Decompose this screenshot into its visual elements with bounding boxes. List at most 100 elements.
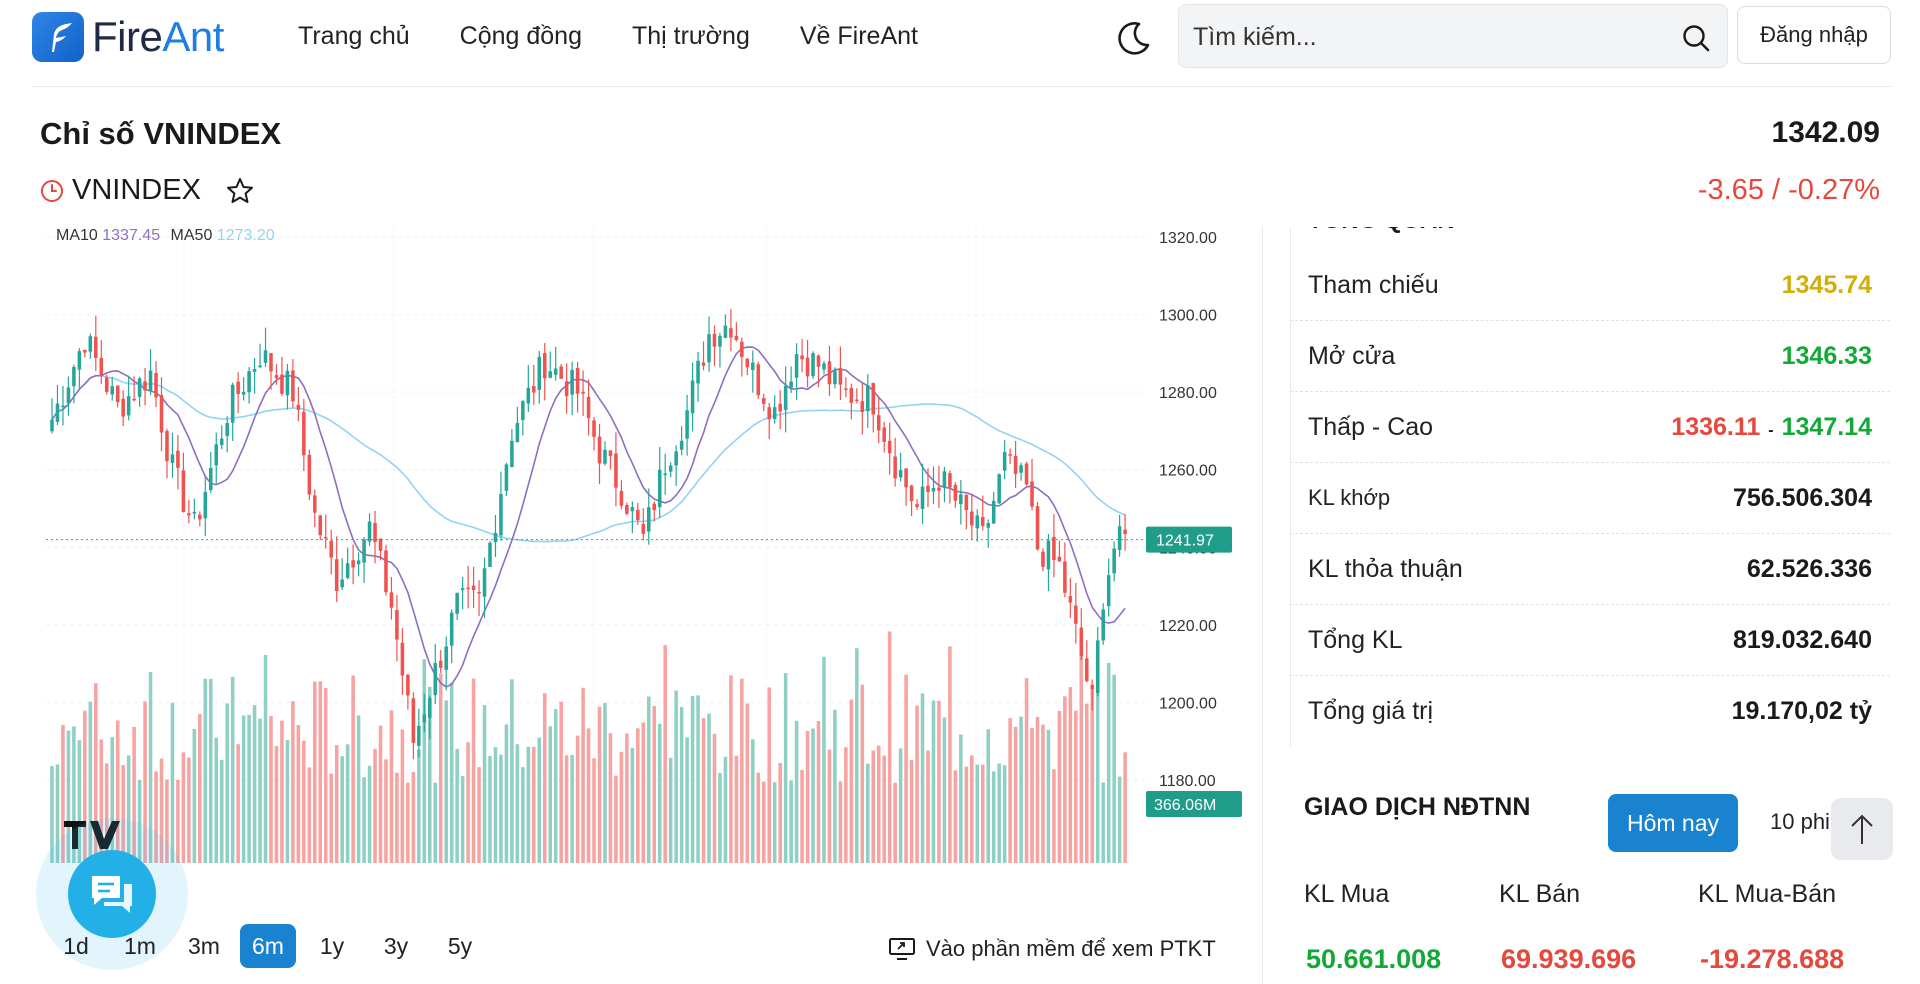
tradingview-logo-icon xyxy=(64,821,120,849)
volume-bar xyxy=(931,700,936,863)
candle-body xyxy=(471,585,476,590)
volume-bar xyxy=(1063,696,1067,863)
candle-body xyxy=(345,563,350,578)
volume-bar xyxy=(882,755,886,863)
deal-volume-value: 62.526.336 xyxy=(1746,554,1872,583)
volume-bar xyxy=(313,681,317,863)
volume-bar xyxy=(970,755,974,863)
scroll-to-top-button[interactable] xyxy=(1831,798,1893,860)
range-1m-button[interactable]: 1m xyxy=(112,924,168,968)
candle-body xyxy=(466,587,470,590)
volume-bar xyxy=(723,756,728,863)
candle-body xyxy=(811,353,815,377)
volume-bar xyxy=(225,703,229,863)
candle-body xyxy=(1035,506,1040,550)
volume-bar xyxy=(942,717,947,863)
volume-bar xyxy=(1057,710,1062,863)
today-tab-button[interactable]: Hôm nay xyxy=(1608,794,1738,852)
nav-market[interactable]: Thị trường xyxy=(631,22,750,50)
volume-bar xyxy=(619,751,624,863)
volume-bar xyxy=(1002,765,1007,863)
volume-bar xyxy=(767,687,772,863)
volume-bar xyxy=(148,672,153,863)
candle-body xyxy=(219,438,224,445)
candle-body xyxy=(285,370,290,396)
row-total-value: Tổng giá trị 19.170,02 tỷ xyxy=(1290,676,1890,747)
volume-bar xyxy=(323,687,328,863)
fireant-logo[interactable]: FireAnt xyxy=(32,12,224,62)
candle-body xyxy=(438,660,443,668)
candle-body xyxy=(712,333,717,347)
volume-bar xyxy=(427,686,432,863)
page-title: Chỉ số VNINDEX xyxy=(40,116,282,151)
nav-home[interactable]: Trang chủ xyxy=(298,22,410,50)
candle-body xyxy=(515,423,520,443)
candle-body xyxy=(269,353,273,372)
login-button[interactable]: Đăng nhập xyxy=(1737,6,1891,64)
dark-mode-toggle[interactable] xyxy=(1114,18,1154,58)
volume-bar xyxy=(849,699,854,863)
volume-bar xyxy=(734,755,739,863)
nav-community[interactable]: Cộng đồng xyxy=(459,22,582,50)
row-reference: Tham chiếu 1345.74 xyxy=(1290,250,1890,321)
volume-bar xyxy=(1123,752,1127,863)
volume-bar xyxy=(389,710,394,863)
candle-body xyxy=(849,387,854,403)
volume-bar xyxy=(937,700,941,863)
ma10-label: MA10 xyxy=(56,227,98,244)
volume-bar xyxy=(170,702,175,863)
candlestick-chart-svg[interactable]: 1320.001300.001280.001260.001240.001220.… xyxy=(34,227,1264,867)
volume-bar xyxy=(230,676,235,863)
candle-body xyxy=(630,507,635,512)
range-5y-button[interactable]: 5y xyxy=(432,924,488,968)
ten-days-tab[interactable]: 10 phi xyxy=(1770,809,1830,834)
candle-body xyxy=(778,403,782,412)
volume-bar xyxy=(652,705,657,863)
y-tick-label: 1200.00 xyxy=(1159,695,1217,712)
candle-body xyxy=(203,491,208,519)
volume-bar xyxy=(55,764,60,863)
candle-body xyxy=(690,380,695,414)
range-3y-button[interactable]: 3y xyxy=(368,924,424,968)
search-box xyxy=(1178,4,1728,68)
volume-bar xyxy=(1084,703,1089,863)
volume-bar xyxy=(745,703,750,863)
range-1y-button[interactable]: 1y xyxy=(304,924,360,968)
volume-bar xyxy=(1052,769,1056,863)
last-volume-label: 366.06M xyxy=(1154,797,1216,814)
ma50-label: MA50 xyxy=(170,227,213,244)
volume-bar xyxy=(1041,724,1045,863)
search-input[interactable] xyxy=(1193,17,1653,57)
buy-volume-label: KL Mua xyxy=(1304,880,1390,908)
range-3m-button[interactable]: 3m xyxy=(176,924,232,968)
y-tick-label: 1220.00 xyxy=(1159,618,1217,635)
volume-bar xyxy=(685,737,689,863)
last-volume-tag xyxy=(1146,791,1242,817)
open-ta-software-link[interactable]: Vào phần mềm để xem PTKT xyxy=(888,936,1216,962)
candle-body xyxy=(948,473,952,488)
panel-divider xyxy=(1290,227,1291,747)
volume-bar xyxy=(909,760,914,863)
price-chart[interactable]: 1320.001300.001280.001260.001240.001220.… xyxy=(34,227,1264,867)
candle-body xyxy=(258,365,262,368)
candle-body xyxy=(159,395,164,433)
nav-about[interactable]: Về FireAnt xyxy=(799,22,918,50)
open-value: 1346.33 xyxy=(1781,341,1872,370)
star-icon[interactable] xyxy=(225,176,255,206)
search-icon[interactable] xyxy=(1681,23,1711,53)
volume-bar xyxy=(460,776,465,863)
candle-body xyxy=(603,449,607,464)
range-6m-button[interactable]: 6m xyxy=(240,924,296,968)
candle-body xyxy=(592,420,596,437)
candle-body xyxy=(980,516,985,527)
chat-button[interactable] xyxy=(36,818,188,970)
candle-body xyxy=(986,523,991,528)
range-1d-button[interactable]: 1d xyxy=(48,924,104,968)
candle-body xyxy=(674,451,678,466)
volume-bar xyxy=(411,772,416,863)
candle-body xyxy=(230,384,235,423)
last-price-tag xyxy=(1146,526,1232,553)
candle-body xyxy=(800,355,804,360)
candle-body xyxy=(1008,454,1012,456)
candle-body xyxy=(154,373,158,398)
